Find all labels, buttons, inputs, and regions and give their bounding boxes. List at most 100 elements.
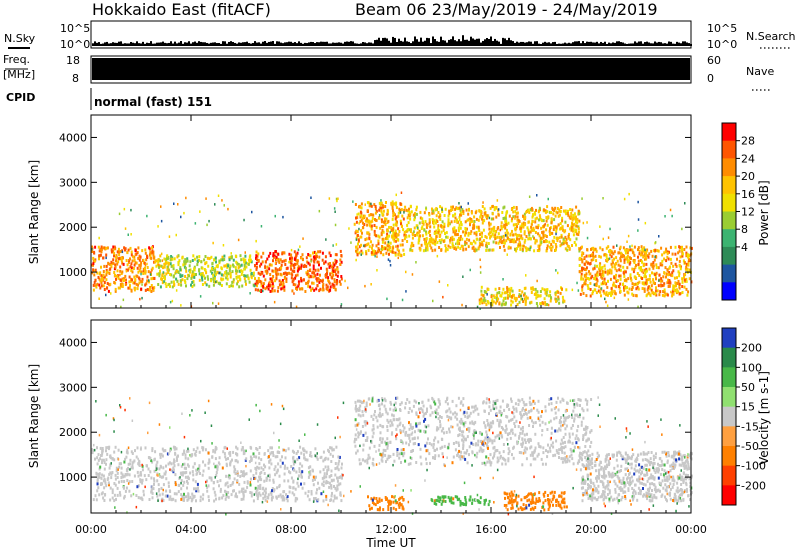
power-data-cell — [437, 226, 440, 230]
noise-bar — [604, 41, 606, 46]
velocity-data-cell — [270, 493, 273, 497]
power-data-cell — [685, 251, 688, 255]
power-data-cell — [434, 248, 437, 252]
power-data-cell — [581, 258, 584, 262]
power-data-cell — [594, 283, 597, 287]
velocity-data-cell — [413, 399, 416, 403]
velocity-data-cell — [202, 446, 205, 450]
power-data-cell — [167, 283, 170, 287]
velocity-data-cell — [462, 403, 465, 407]
power-data-cell — [577, 225, 580, 229]
velocity-data-cell — [252, 452, 255, 456]
power-data-cell — [250, 274, 253, 278]
velocity-data-cell — [330, 469, 333, 473]
power-data-cell — [491, 204, 494, 208]
power-data-cell — [516, 225, 518, 229]
power-data-cell — [599, 262, 602, 266]
noise-bar — [596, 41, 598, 46]
velocity-data-cell — [270, 496, 273, 500]
velocity-data-cell — [304, 491, 307, 495]
power-data-cell — [329, 273, 332, 277]
velocity-data-cell — [197, 467, 200, 471]
power-data-cell — [103, 264, 106, 268]
power-data-cell — [578, 219, 581, 223]
power-data-cell — [396, 244, 399, 248]
power-data-cell — [549, 227, 551, 231]
power-data-cell — [617, 263, 620, 267]
power-data-cell — [144, 283, 147, 287]
velocity-data-cell — [312, 475, 315, 479]
power-data-cell — [458, 215, 461, 219]
power-data-cell — [600, 287, 603, 290]
velocity-data-cell — [320, 492, 323, 496]
power-data-cell — [585, 266, 588, 270]
power-data-cell — [305, 256, 308, 260]
power-data-cell — [244, 251, 246, 254]
velocity-data-cell — [429, 461, 431, 465]
power-data-cell — [415, 205, 418, 209]
power-data-cell — [327, 276, 330, 280]
power-data-cell — [596, 264, 598, 268]
power-data-cell — [140, 272, 142, 276]
power-data-cell — [532, 288, 535, 291]
power-data-cell — [360, 235, 363, 239]
velocity-data-cell — [258, 485, 261, 489]
noise-bar — [236, 43, 238, 46]
noise-bar — [250, 43, 252, 46]
power-data-cell — [534, 241, 537, 245]
velocity-data-cell — [407, 462, 410, 466]
velocity-data-cell — [371, 399, 374, 403]
velocity-data-cell — [523, 433, 526, 437]
velocity-data-cell — [164, 470, 167, 474]
velocity-data-cell — [185, 495, 187, 499]
power-data-cell — [498, 240, 501, 244]
noise-bar — [292, 42, 294, 46]
power-data-cell — [193, 283, 196, 287]
power-data-cell — [425, 207, 428, 211]
power-data-cell — [392, 227, 395, 231]
velocity-data-cell — [256, 448, 259, 452]
power-data-cell — [616, 279, 619, 283]
power-data-cell — [102, 270, 105, 273]
velocity-data-cell — [325, 475, 328, 479]
power-data-cell — [176, 279, 179, 283]
velocity-data-cell — [389, 441, 392, 444]
power-data-cell — [184, 275, 187, 278]
velocity-data-cell — [582, 438, 584, 441]
power-data-cell — [605, 291, 608, 295]
power-data-cell — [321, 258, 324, 262]
power-data-cell — [608, 249, 610, 253]
power-data-cell — [416, 231, 419, 235]
noise-bar — [208, 43, 210, 46]
power-data-cell — [264, 264, 266, 268]
power-data-cell — [373, 249, 375, 253]
power-data-cell — [594, 247, 597, 251]
power-data-cell — [575, 232, 578, 236]
velocity-data-cell — [127, 466, 129, 470]
power-data-cell — [685, 245, 688, 249]
power-data-cell — [318, 289, 321, 293]
noise-bar — [416, 39, 418, 46]
power-data-cell — [503, 291, 506, 295]
power-data-cell — [449, 245, 452, 249]
power-data-cell — [507, 288, 510, 292]
power-data-cell — [537, 244, 540, 248]
noise-bar — [678, 42, 680, 46]
velocity-data-cell — [279, 458, 282, 462]
power-data-cell — [99, 253, 102, 257]
power-data-cell — [198, 258, 200, 262]
power-data-cell — [538, 234, 541, 238]
velocity-data-cell — [199, 472, 201, 475]
noise-bar — [538, 43, 540, 46]
power-data-cell — [570, 215, 573, 219]
power-data-cell — [319, 273, 321, 277]
power-data-cell — [241, 270, 244, 274]
velocity-data-cell — [371, 428, 374, 432]
velocity-data-cell — [199, 495, 202, 499]
power-data-cell — [335, 253, 338, 257]
velocity-data-cell — [236, 470, 239, 474]
power-data-cell — [524, 238, 527, 242]
power-data-cell — [470, 218, 473, 221]
power-data-cell — [599, 225, 601, 228]
power-data-cell — [424, 248, 427, 252]
